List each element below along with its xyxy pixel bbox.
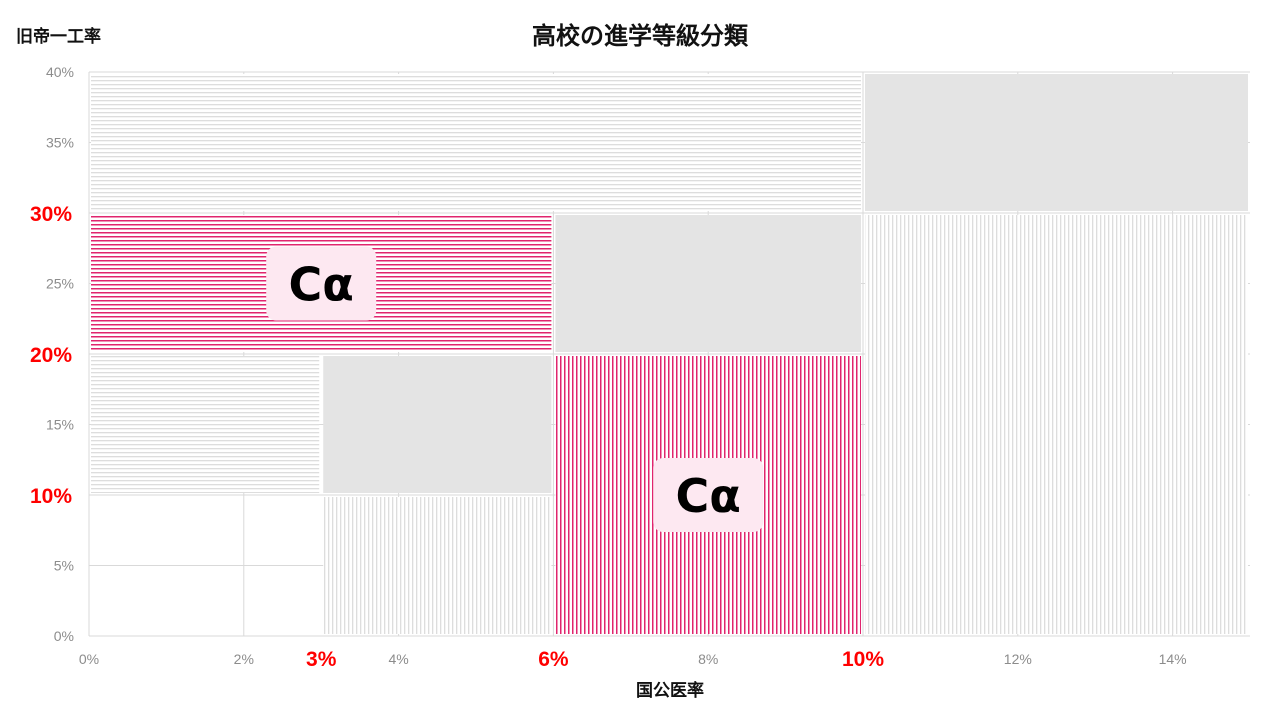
x-axis-title: 国公医率 xyxy=(636,681,704,701)
y-highlight-tick-label: 10% xyxy=(30,485,72,508)
x-tick-label: 4% xyxy=(388,651,408,667)
region-label-bg xyxy=(653,458,764,532)
region-6 xyxy=(323,356,552,493)
y-axis-title: 旧帝一工率 xyxy=(16,27,101,47)
y-tick-label: 5% xyxy=(54,558,74,574)
y-highlight-tick-label: 30% xyxy=(30,203,72,226)
region-4 xyxy=(865,215,1248,634)
y-tick-label: 25% xyxy=(46,276,74,292)
x-highlight-tick-label: 6% xyxy=(538,648,569,671)
x-tick-label: 12% xyxy=(1004,651,1032,667)
x-tick-label: 2% xyxy=(234,651,254,667)
region-0 xyxy=(91,74,861,211)
region-label: Cα xyxy=(676,469,741,523)
region-5 xyxy=(91,356,320,493)
x-tick-label: 14% xyxy=(1159,651,1187,667)
region-label: Cα xyxy=(289,258,354,312)
chart-title: 高校の進学等級分類 xyxy=(532,22,748,50)
x-highlight-tick-label: 10% xyxy=(842,648,884,671)
x-tick-label: 0% xyxy=(79,651,99,667)
region-3 xyxy=(555,215,861,352)
y-highlight-tick-label: 20% xyxy=(30,344,72,367)
region-1 xyxy=(865,74,1248,211)
y-tick-label: 15% xyxy=(46,417,74,433)
y-tick-label: 40% xyxy=(46,64,74,80)
region-label-bg xyxy=(266,246,377,321)
y-tick-label: 0% xyxy=(54,628,74,644)
region-7 xyxy=(323,497,552,634)
x-highlight-tick-label: 3% xyxy=(306,648,337,671)
y-tick-label: 35% xyxy=(46,135,74,151)
x-tick-label: 8% xyxy=(698,651,718,667)
